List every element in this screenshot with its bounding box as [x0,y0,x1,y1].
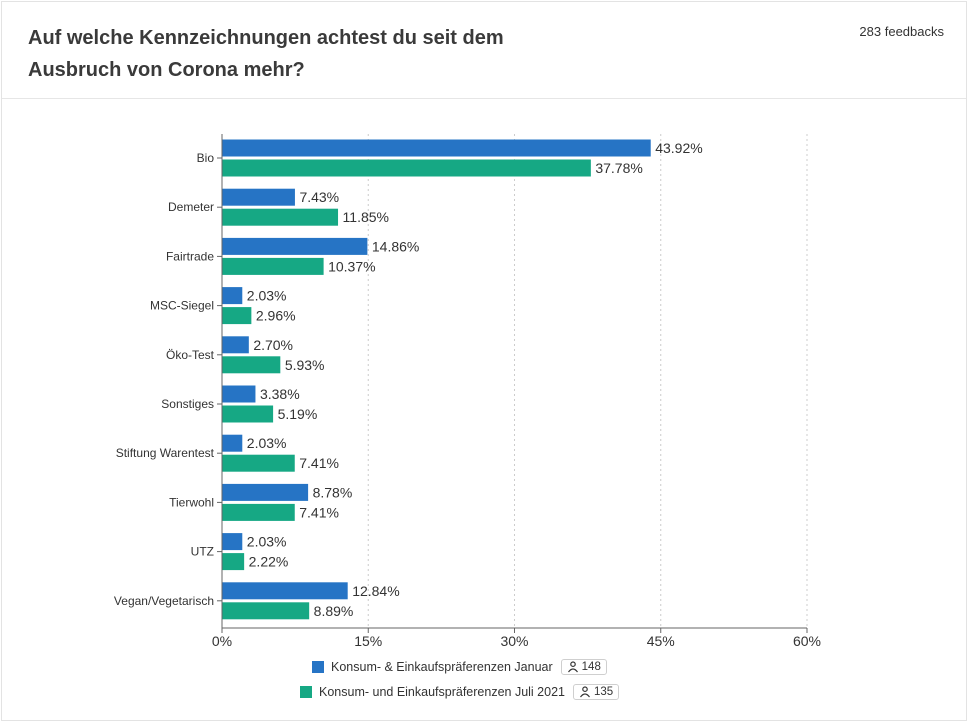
category-label: UTZ [191,545,214,559]
category-label: Vegan/Vegetarisch [114,594,214,608]
person-icon [580,686,590,698]
data-label: 7.41% [299,504,339,520]
bar [222,483,309,501]
respondent-count-januar: 148 [581,661,601,673]
bar [222,356,281,374]
legend-label-januar: Konsum- & Einkaufspräferenzen Januar [331,660,553,674]
bar [222,139,651,157]
chart-title: Auf welche Kennzeichnungen achtest du se… [28,27,504,81]
data-label: 2.03% [247,288,287,304]
bar [222,208,339,226]
data-label: 3.38% [260,386,300,402]
bar [222,602,310,620]
bar [222,188,295,206]
legend-label-juli: Konsum- und Einkaufspräferenzen Juli 202… [319,685,565,699]
bar [222,336,249,354]
category-label: Sonstiges [161,397,214,411]
bar [222,287,243,305]
bar [222,237,368,255]
legend-item-januar[interactable]: Konsum- & Einkaufspräferenzen Januar 148 [312,656,619,678]
bar [222,385,256,403]
bar [222,553,245,571]
legend-item-juli[interactable]: Konsum- und Einkaufspräferenzen Juli 202… [300,681,620,703]
bar [222,503,295,521]
respondent-badge-januar: 148 [560,659,607,675]
data-label: 10.37% [328,258,375,274]
bar [222,159,591,177]
chart-legend: Konsum- & Einkaufspräferenzen Januar 148… [300,656,620,706]
bar [222,257,324,275]
x-tick-label: 45% [647,633,675,649]
data-label: 11.85% [343,209,389,225]
legend-swatch-juli [300,686,312,698]
legend-swatch-januar [312,661,324,673]
data-label: 12.84% [352,583,399,599]
bar [222,307,252,325]
data-label: 37.78% [595,160,642,176]
category-label: Tierwohl [169,495,214,509]
data-label: 2.70% [253,337,293,353]
bar [222,405,274,423]
data-label: 43.92% [655,140,702,156]
bar [222,454,295,472]
category-label: Fairtrade [166,249,214,263]
category-label: Stiftung Warentest [116,446,215,460]
data-label: 7.41% [299,455,339,471]
data-label: 2.03% [247,435,287,451]
data-label: 2.22% [249,554,289,570]
data-label: 5.19% [278,406,318,422]
respondent-badge-juli: 135 [572,684,620,700]
x-tick-label: 60% [793,633,821,649]
x-tick-label: 0% [212,633,232,649]
respondent-count-juli: 135 [593,686,614,698]
data-label: 8.78% [313,484,353,500]
bar [222,533,243,551]
category-label: Demeter [168,200,214,214]
data-label: 2.03% [247,534,287,550]
data-label: 7.43% [299,189,339,205]
data-label: 8.89% [314,603,354,619]
category-label: Bio [197,151,215,165]
person-icon [567,661,578,673]
category-label: Öko-Test [166,348,215,362]
x-tick-label: 30% [500,633,528,649]
data-label: 5.93% [285,357,325,373]
data-label: 14.86% [372,238,419,254]
bar [222,434,243,452]
category-label: MSC-Siegel [150,299,214,313]
card-header: Auf welche Kennzeichnungen achtest du se… [2,2,966,99]
data-label: 2.96% [256,308,296,324]
bar [222,582,348,600]
x-tick-label: 15% [354,633,382,649]
feedback-count: 283 feedbacks [859,24,944,39]
